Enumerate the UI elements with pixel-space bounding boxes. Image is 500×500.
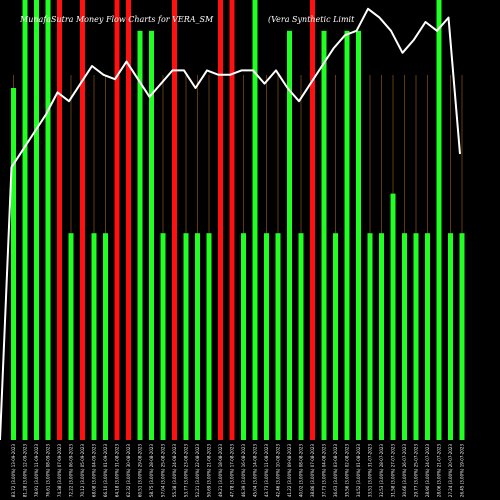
x-tick-label: 62.32 (3.00%) 30-08-2023: [126, 444, 131, 498]
bar: [390, 193, 396, 440]
bar: [172, 0, 177, 440]
x-tick-label: 40.02 (3.00%) 08-08-2023: [299, 444, 304, 498]
x-tick-label: 43.73 (3.00%) 11-08-2023: [264, 444, 269, 498]
bar: [114, 0, 120, 440]
x-tick-label: 34.52 (3.00%) 01-08-2023: [356, 444, 361, 498]
x-tick-label: 46.39 (3.00%) 16-08-2023: [241, 444, 246, 498]
bar: [149, 30, 154, 441]
x-tick-label: 81.28 (3.00%) 12-09-2023: [23, 444, 28, 498]
bar: [229, 0, 235, 440]
bar: [80, 0, 85, 440]
x-tick-label: 55.38 (3.00%) 24-08-2023: [172, 444, 177, 498]
bar: [264, 233, 269, 440]
bar: [57, 0, 62, 440]
x-tick-label: 74.38 (3.00%) 07-09-2023: [57, 444, 62, 498]
x-tick-label: 32.53 (3.00%) 28-07-2023: [379, 444, 384, 498]
bar: [287, 30, 292, 441]
bar: [103, 233, 108, 440]
x-tick-label: 52.21 (3.00%) 22-08-2023: [195, 444, 200, 498]
chart-title-left: MunafaSutra Money Flow Charts for VERA_S…: [19, 15, 214, 24]
x-tick-label: 49.21 (3.00%) 18-08-2023: [218, 444, 223, 498]
bar: [91, 233, 97, 440]
bar: [160, 233, 166, 440]
bar: [275, 233, 281, 440]
bar: [195, 233, 200, 440]
x-tick-label: 33.51 (3.00%) 31-07-2023: [368, 444, 373, 498]
x-tick-label: 50.69 (3.00%) 21-08-2023: [207, 444, 212, 498]
bar: [34, 0, 39, 440]
x-tick-label: 60.51 (3.00%) 29-08-2023: [138, 444, 143, 498]
x-tick-label: 31.58 (3.00%) 27-07-2023: [391, 444, 396, 498]
bar: [126, 0, 131, 440]
bar: [11, 88, 16, 440]
x-tick-label: 28.90 (3.00%) 24-07-2023: [425, 444, 430, 498]
bar: [252, 0, 258, 440]
bar: [344, 30, 350, 441]
bars: [11, 0, 465, 441]
bar: [45, 0, 51, 440]
x-tick-label: 83.72 (3.00%) 13-09-2023: [11, 444, 16, 498]
x-tick-label: 53.77 (3.00%) 23-08-2023: [184, 444, 189, 498]
x-tick-label: 78.91 (3.00%) 11-09-2023: [34, 444, 39, 498]
x-tick-label: 57.04 (3.00%) 25-08-2023: [161, 444, 166, 498]
bar: [310, 0, 315, 440]
bar: [206, 233, 212, 440]
bar: [448, 233, 453, 440]
bar: [137, 30, 143, 441]
x-tick-label: 68.08 (3.00%) 04-09-2023: [92, 444, 97, 498]
x-tick-label: 72.22 (3.00%) 06-09-2023: [69, 444, 74, 498]
x-tick-label: 70.12 (3.00%) 05-09-2023: [80, 444, 85, 498]
bar: [459, 233, 465, 440]
bar: [367, 233, 373, 440]
x-tick-label: 76.61 (3.00%) 08-09-2023: [46, 444, 51, 498]
bar: [333, 233, 338, 440]
bar: [68, 233, 74, 440]
money-flow-line: [0, 7, 461, 441]
x-tick-label: 37.73 (3.00%) 04-08-2023: [322, 444, 327, 498]
bar: [183, 233, 189, 440]
x-tick-label: 29.77 (3.00%) 25-07-2023: [414, 444, 419, 498]
bar: [402, 233, 407, 440]
x-tick-label: 45.04 (3.00%) 14-08-2023: [253, 444, 258, 498]
bar: [218, 0, 223, 440]
bar: [425, 233, 430, 440]
bar: [413, 233, 419, 440]
bar: [436, 0, 442, 440]
bar: [298, 233, 304, 440]
money-flow-line-path: [0, 7, 461, 441]
x-tick-label: 66.10 (3.00%) 01-09-2023: [103, 444, 108, 498]
bar: [356, 30, 361, 441]
x-tick-label: 58.75 (3.00%) 28-08-2023: [149, 444, 154, 498]
bar: [379, 233, 384, 440]
x-tick-label: 26.45 (3.00%) 19-07-2023: [460, 444, 465, 498]
bar: [241, 233, 246, 440]
bar: [321, 30, 327, 441]
x-tick-labels: 83.72 (3.00%) 13-09-2023 81.28 (3.00%) 12…: [11, 444, 465, 498]
x-tick-label: 41.22 (3.00%) 09-08-2023: [287, 444, 292, 498]
x-tick-label: 36.63 (3.00%) 03-08-2023: [333, 444, 338, 498]
bar: [22, 0, 28, 440]
x-tick-label: 42.46 (3.00%) 10-08-2023: [276, 444, 281, 498]
x-tick-label: 27.24 (3.00%) 20-07-2023: [448, 444, 453, 498]
x-tick-label: 64.18 (3.00%) 31-08-2023: [115, 444, 120, 498]
x-tick-label: 30.66 (3.00%) 26-07-2023: [402, 444, 407, 498]
x-tick-label: 28.06 (3.00%) 21-07-2023: [437, 444, 442, 498]
x-tick-label: 38.86 (3.00%) 07-08-2023: [310, 444, 315, 498]
x-tick-label: 35.56 (3.00%) 02-08-2023: [345, 444, 350, 498]
x-tick-label: 47.78 (3.00%) 17-08-2023: [230, 444, 235, 498]
chart-title-right: (Vera Synthetic Limit: [268, 15, 355, 24]
